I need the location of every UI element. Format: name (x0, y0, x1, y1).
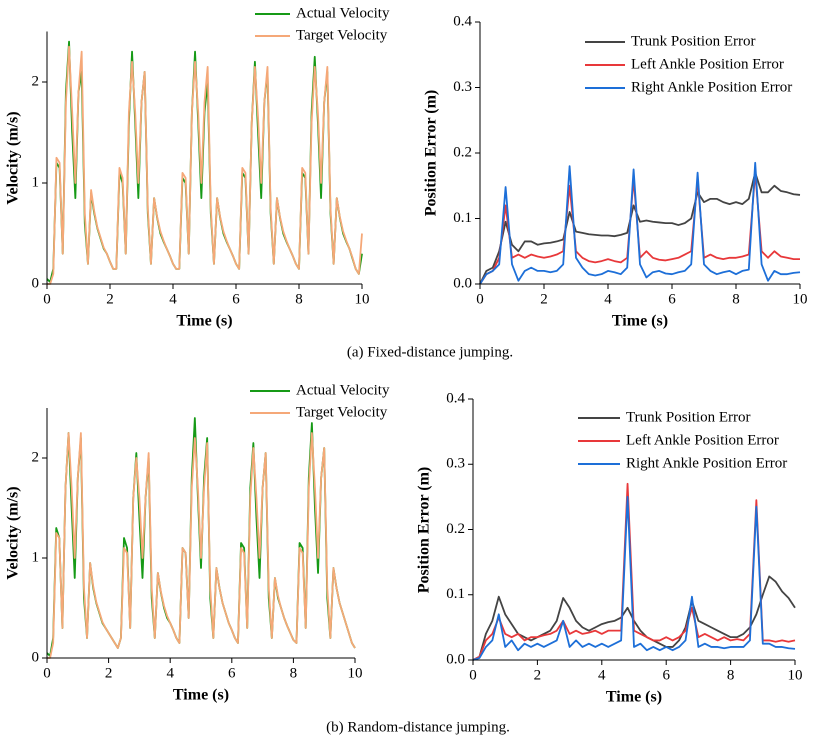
x-tick-label: 6 (662, 667, 670, 683)
y-tick-label: 2 (32, 73, 40, 89)
x-tick-label: 4 (604, 291, 612, 307)
legend-label: Right Ankle Position Error (626, 455, 787, 471)
x-axis-label: Time (s) (176, 313, 232, 330)
x-tick-label: 8 (295, 291, 303, 307)
y-tick-label: 0 (32, 275, 40, 291)
y-tick-label: 0.0 (446, 651, 465, 667)
legend-label: Trunk Position Error (631, 33, 755, 49)
y-tick-label: 0.1 (453, 210, 472, 226)
y-tick-label: 0.2 (453, 144, 472, 160)
y-tick-label: 0 (32, 649, 40, 665)
y-tick-label: 0.3 (446, 456, 465, 472)
x-tick-label: 10 (348, 665, 363, 681)
x-axis-label: Time (s) (612, 313, 668, 330)
y-tick-label: 0.3 (453, 79, 472, 95)
y-tick-label: 1 (32, 174, 40, 190)
legend-label: Left Ankle Position Error (631, 56, 784, 72)
x-tick-label: 2 (105, 665, 113, 681)
x-tick-label: 10 (793, 291, 808, 307)
y-tick-label: 1 (32, 549, 40, 565)
y-tick-label: 0.1 (446, 586, 465, 602)
series-line (472, 495, 796, 661)
x-tick-label: 6 (232, 291, 240, 307)
x-tick-label: 4 (166, 665, 174, 681)
series-line (479, 171, 801, 285)
x-tick-label: 8 (727, 667, 735, 683)
x-tick-label: 2 (540, 291, 548, 307)
caption: (b) Random-distance jumping. (326, 719, 510, 735)
y-tick-label: 0.4 (453, 13, 472, 29)
legend-label: Target Velocity (296, 27, 388, 43)
caption: (a) Fixed-distance jumping. (347, 344, 513, 360)
y-axis-label: Position Error (m) (416, 467, 433, 594)
x-tick-label: 10 (355, 291, 370, 307)
y-tick-label: 0.0 (453, 275, 472, 291)
x-tick-label: 6 (228, 665, 236, 681)
x-tick-label: 0 (469, 667, 477, 683)
series-line (47, 45, 363, 285)
legend-label: Actual Velocity (296, 382, 390, 398)
y-tick-label: 2 (32, 449, 40, 465)
x-axis-label: Time (s) (173, 687, 229, 704)
y-axis-label: Velocity (m/s) (5, 111, 22, 204)
series-line (46, 417, 356, 657)
series-line (47, 432, 356, 659)
x-axis-label: Time (s) (606, 689, 662, 706)
y-tick-label: 0.2 (446, 521, 465, 537)
x-tick-label: 8 (290, 665, 298, 681)
y-axis-label: Position Error (m) (423, 90, 440, 217)
legend-label: Left Ankle Position Error (626, 432, 779, 448)
x-tick-label: 4 (169, 291, 177, 307)
legend-label: Target Velocity (296, 404, 388, 420)
x-tick-label: 0 (43, 665, 51, 681)
y-axis-label: Velocity (m/s) (5, 486, 22, 579)
legend-label: Actual Velocity (296, 5, 390, 21)
y-tick-label: 0.4 (446, 390, 465, 406)
x-tick-label: 0 (43, 291, 51, 307)
x-tick-label: 0 (476, 291, 484, 307)
series-line (479, 161, 801, 285)
legend-label: Right Ankle Position Error (631, 79, 792, 95)
x-tick-label: 2 (534, 667, 542, 683)
x-tick-label: 2 (106, 291, 114, 307)
legend-label: Trunk Position Error (626, 409, 750, 425)
x-tick-label: 8 (732, 291, 740, 307)
x-tick-label: 10 (788, 667, 803, 683)
x-tick-label: 4 (598, 667, 606, 683)
x-tick-label: 6 (668, 291, 676, 307)
